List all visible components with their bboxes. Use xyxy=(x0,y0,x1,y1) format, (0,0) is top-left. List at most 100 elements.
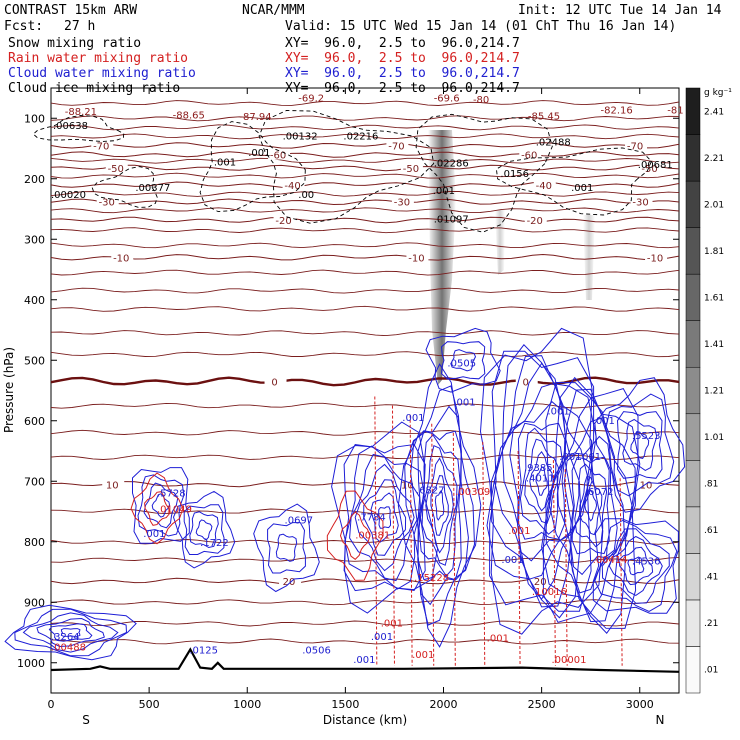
field-name-rain: Rain water mixing ratio xyxy=(8,51,189,66)
isotherm-line xyxy=(50,599,680,606)
cloud-water-contour xyxy=(608,535,663,596)
rain-contour xyxy=(409,414,413,666)
cloud-water-contour xyxy=(60,628,81,637)
isotherm-label: -20 xyxy=(527,216,543,227)
cloud-water-contour xyxy=(4,604,137,661)
cloud-water-contour xyxy=(578,475,603,536)
isotherm-label-bg xyxy=(630,195,653,207)
x-tick-label: 1000 xyxy=(233,698,261,711)
contour-value-label: -88.21 xyxy=(65,107,97,118)
colorbar-cell xyxy=(685,599,701,647)
field-xy-snow: XY= 96.0, 2.5 to 96.0,214.7 xyxy=(285,36,520,51)
cloud-water-contour xyxy=(574,463,608,548)
isotherm-line xyxy=(50,330,680,337)
contour-value-label: .001 xyxy=(548,407,570,418)
snow-contour xyxy=(415,113,553,233)
y-tick-label: 800 xyxy=(24,536,45,549)
cloud-water-contour xyxy=(618,546,654,586)
contour-value-label: .00377 xyxy=(135,183,170,194)
colorbar-label: 1.61 xyxy=(704,293,724,303)
cloud-water-contour xyxy=(489,350,595,612)
colorbar-cell xyxy=(685,320,701,368)
isotherm-label-bg xyxy=(639,161,662,173)
colorbar-cell xyxy=(685,227,701,275)
rain-contour xyxy=(552,460,556,666)
isotherm-label: -70 xyxy=(93,141,109,152)
cloud-water-contour xyxy=(622,418,658,471)
model-title: CONTRAST 15km ARW xyxy=(4,3,138,18)
cloud-water-contour xyxy=(425,327,501,393)
terrain-line xyxy=(50,647,680,673)
colorbar-cell xyxy=(685,87,701,135)
plot-frame xyxy=(50,87,680,694)
isotherm-line xyxy=(50,172,680,179)
cloud-water-contour xyxy=(144,491,170,526)
isotherm-line xyxy=(50,181,680,189)
contour-value-label: .01097 xyxy=(434,214,469,225)
y-tick-label: 600 xyxy=(24,415,45,428)
field-name-snow: Snow mixing ratio xyxy=(8,36,142,51)
cloud-water-contour xyxy=(541,376,641,634)
contour-value-label: .001 xyxy=(487,634,509,645)
contour-value-label: .00020 xyxy=(51,190,86,201)
isotherm-line xyxy=(50,351,680,358)
isotherm-label: -40 xyxy=(536,181,552,192)
x-tick-label: 3000 xyxy=(626,698,654,711)
isotherm-label-bg xyxy=(645,251,668,263)
contour-value-label: .02488 xyxy=(536,137,571,148)
isotherm-line xyxy=(50,142,680,149)
endpoint-south: S xyxy=(82,713,90,727)
cloud-water-contour xyxy=(339,511,371,560)
contour-value-label: .00 xyxy=(298,190,314,201)
isotherm-label: 0 xyxy=(271,377,277,388)
isotherm-label: -30 xyxy=(99,198,115,209)
cloud-water-contour xyxy=(14,608,128,657)
cloud-water-contour xyxy=(584,489,598,522)
y-tick-label: 1000 xyxy=(17,657,45,670)
valid-time: Valid: 15 UTC Wed 15 Jan 14 (01 ChT Thu … xyxy=(285,19,677,34)
cloud-water-contour xyxy=(417,430,462,581)
colorbar-label: .21 xyxy=(704,619,718,629)
snow-contour xyxy=(199,121,306,213)
colorbar-cell xyxy=(685,460,701,508)
cloud-water-contour xyxy=(36,617,105,648)
forecast-value: 27 h xyxy=(64,19,96,34)
colorbar-cell xyxy=(685,506,701,554)
cloud-water-contour xyxy=(275,533,298,562)
x-tick-label: 1500 xyxy=(331,698,359,711)
isotherm-label-bg xyxy=(96,195,119,207)
contour-value-label: .00488 xyxy=(51,643,86,654)
cloud-water-contour xyxy=(440,341,486,380)
cloud-water-contour xyxy=(130,472,184,545)
field-name-cloud-water: Cloud water mixing ratio xyxy=(8,66,196,81)
isotherm-line xyxy=(50,305,680,312)
cloud-water-contour xyxy=(519,427,564,535)
contour-value-label: -82.16 xyxy=(601,105,633,116)
isotherm-label: 10 xyxy=(640,480,653,491)
contour-value-label: .02216 xyxy=(343,131,378,142)
isotherm-line xyxy=(50,242,680,249)
contour-value-label: -85.45 xyxy=(528,111,560,122)
y-tick-label: 300 xyxy=(24,233,45,246)
isotherm-label-bg xyxy=(406,251,429,263)
isotherm-line xyxy=(50,227,680,234)
colorbar-label: .81 xyxy=(704,480,718,490)
contour-value-label: .0697 xyxy=(285,516,314,527)
isotherm-label-bg xyxy=(386,139,409,151)
cloud-water-contour xyxy=(404,385,476,626)
isotherm-line xyxy=(50,151,680,158)
isotherm-label-bg xyxy=(105,161,128,173)
cloud-water-contour xyxy=(331,421,439,614)
ice-plume-tertiary xyxy=(583,215,595,300)
x-axis-title: Distance (km) xyxy=(323,713,407,727)
cloud-water-contour xyxy=(509,401,574,562)
isotherm-line xyxy=(50,429,680,436)
cloud-water-contour xyxy=(143,482,179,529)
contour-value-label: .4536 xyxy=(632,557,661,568)
isotherm-line xyxy=(50,620,680,627)
isotherm-line xyxy=(50,133,680,140)
isotherm-label: -30 xyxy=(394,198,410,209)
rain-contour xyxy=(517,450,521,666)
colorbar-label: .41 xyxy=(704,573,718,583)
snow-contour xyxy=(91,166,158,208)
